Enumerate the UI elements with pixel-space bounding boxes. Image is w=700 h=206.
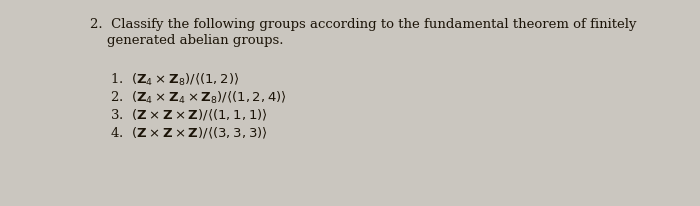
Text: 3.  $(\mathbf{Z} \times \mathbf{Z} \times \mathbf{Z})/\langle(1,1,1)\rangle$: 3. $(\mathbf{Z} \times \mathbf{Z} \times… (110, 108, 267, 123)
Text: 2.  $(\mathbf{Z}_4 \times \mathbf{Z}_4 \times \mathbf{Z}_8)/\langle(1,2,4)\rangl: 2. $(\mathbf{Z}_4 \times \mathbf{Z}_4 \t… (110, 90, 287, 106)
Text: 2.  Classify the following groups according to the fundamental theorem of finite: 2. Classify the following groups accordi… (90, 18, 636, 31)
Text: 4.  $(\mathbf{Z} \times \mathbf{Z} \times \mathbf{Z})/\langle(3,3,3)\rangle$: 4. $(\mathbf{Z} \times \mathbf{Z} \times… (110, 126, 267, 141)
Text: 1.  $(\mathbf{Z}_4 \times \mathbf{Z}_8)/\langle(1,2)\rangle$: 1. $(\mathbf{Z}_4 \times \mathbf{Z}_8)/\… (110, 72, 239, 88)
Text: generated abelian groups.: generated abelian groups. (90, 34, 284, 47)
